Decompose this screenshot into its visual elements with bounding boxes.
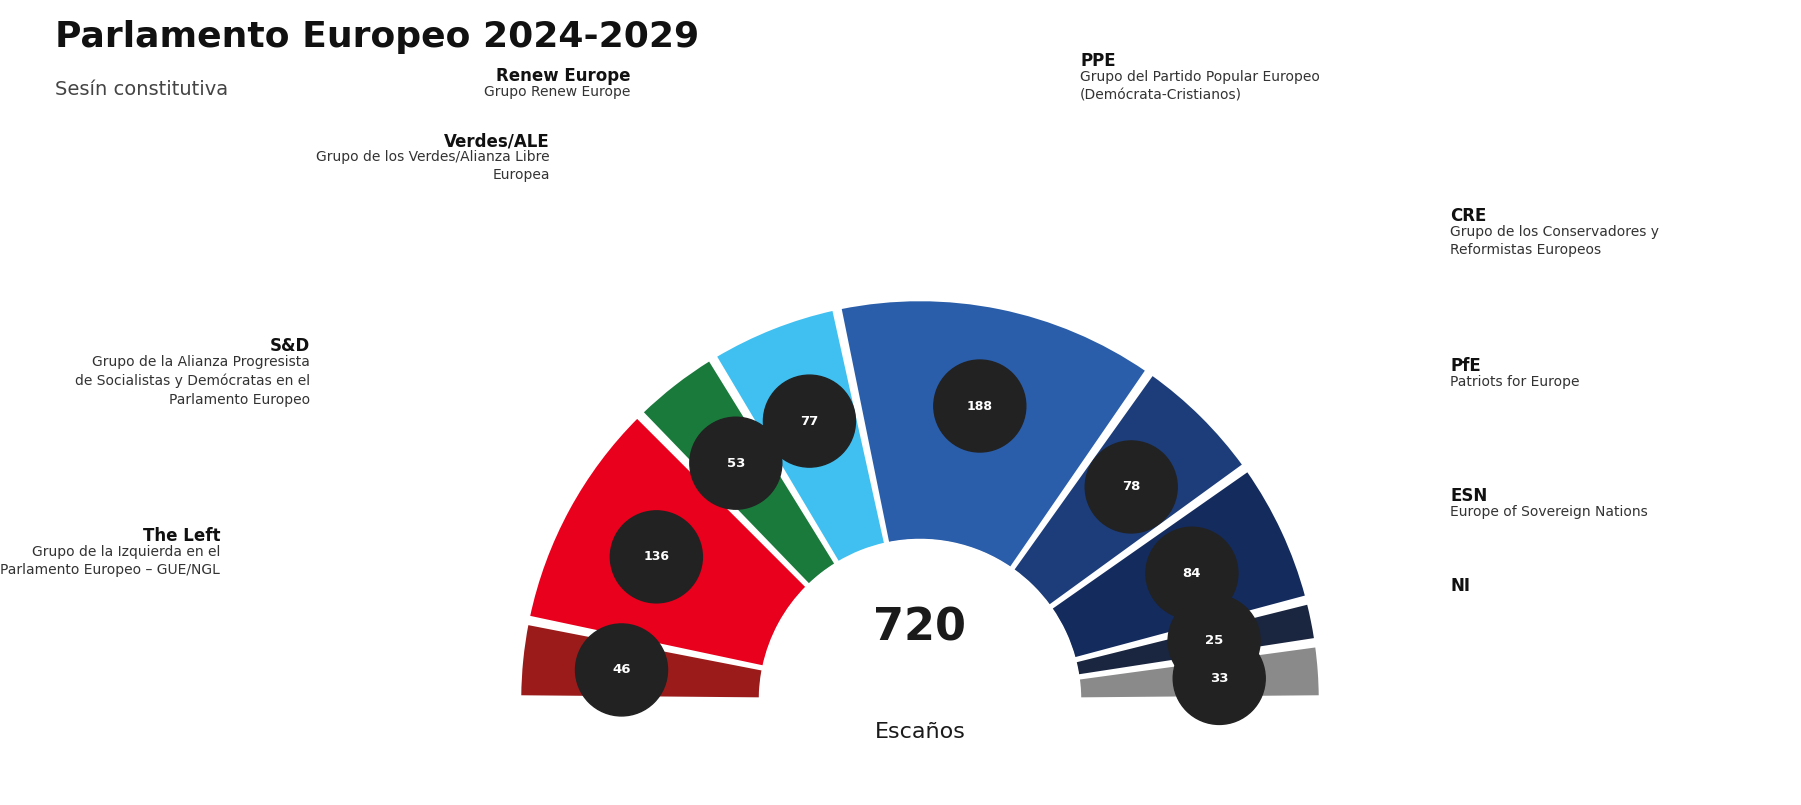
Text: NI: NI xyxy=(1450,577,1470,595)
Text: Escaños: Escaños xyxy=(875,722,965,742)
Text: Patriots for Europe: Patriots for Europe xyxy=(1450,375,1579,389)
Text: Grupo del Partido Popular Europeo
(Demócrata-Cristianos): Grupo del Partido Popular Europeo (Demóc… xyxy=(1081,70,1320,102)
Text: CRE: CRE xyxy=(1450,207,1486,225)
Text: 136: 136 xyxy=(643,551,670,563)
Text: 77: 77 xyxy=(800,415,819,427)
Wedge shape xyxy=(1075,603,1315,675)
Text: Grupo de los Verdes/Alianza Libre
Europea: Grupo de los Verdes/Alianza Libre Europe… xyxy=(317,150,549,183)
Circle shape xyxy=(1172,633,1266,724)
Text: Sesín constitutiva: Sesín constitutiva xyxy=(56,80,229,99)
Text: 53: 53 xyxy=(726,456,746,469)
Circle shape xyxy=(764,375,855,467)
Wedge shape xyxy=(643,360,836,585)
Circle shape xyxy=(1145,527,1237,619)
Text: ESN: ESN xyxy=(1450,487,1488,505)
Wedge shape xyxy=(520,624,764,699)
Circle shape xyxy=(690,417,782,510)
Wedge shape xyxy=(1052,471,1306,658)
Text: Europe of Sovereign Nations: Europe of Sovereign Nations xyxy=(1450,505,1648,519)
Wedge shape xyxy=(715,309,886,563)
Text: Grupo de la Izquierda en el
Parlamento Europeo – GUE/NGL: Grupo de la Izquierda en el Parlamento E… xyxy=(0,545,220,577)
Text: 84: 84 xyxy=(1183,567,1201,580)
Text: 25: 25 xyxy=(1205,634,1223,647)
Circle shape xyxy=(760,540,1081,805)
Text: 188: 188 xyxy=(967,399,992,412)
Text: Grupo de los Conservadores y
Reformistas Europeos: Grupo de los Conservadores y Reformistas… xyxy=(1450,225,1659,258)
Text: Grupo de la Alianza Progresista
de Socialistas y Demócratas en el
Parlamento Eur: Grupo de la Alianza Progresista de Socia… xyxy=(76,355,310,407)
Wedge shape xyxy=(1079,646,1320,699)
Text: Grupo Renew Europe: Grupo Renew Europe xyxy=(484,85,630,99)
Circle shape xyxy=(611,511,702,603)
Text: Parlamento Europeo 2024-2029: Parlamento Europeo 2024-2029 xyxy=(56,20,699,54)
Text: 46: 46 xyxy=(612,663,630,676)
Circle shape xyxy=(1086,441,1178,533)
Circle shape xyxy=(933,360,1027,452)
Text: 720: 720 xyxy=(873,606,967,650)
Text: PPE: PPE xyxy=(1081,52,1115,70)
Text: PfE: PfE xyxy=(1450,357,1480,375)
Text: Verdes/ALE: Verdes/ALE xyxy=(445,132,549,150)
Circle shape xyxy=(1169,595,1261,687)
Text: S&D: S&D xyxy=(270,337,310,355)
Text: The Left: The Left xyxy=(142,527,220,545)
Text: 78: 78 xyxy=(1122,481,1140,493)
Wedge shape xyxy=(529,417,807,667)
Text: Renew Europe: Renew Europe xyxy=(495,67,630,85)
Text: 33: 33 xyxy=(1210,672,1228,685)
Circle shape xyxy=(576,624,668,716)
Wedge shape xyxy=(1012,374,1244,606)
Wedge shape xyxy=(841,300,1147,568)
